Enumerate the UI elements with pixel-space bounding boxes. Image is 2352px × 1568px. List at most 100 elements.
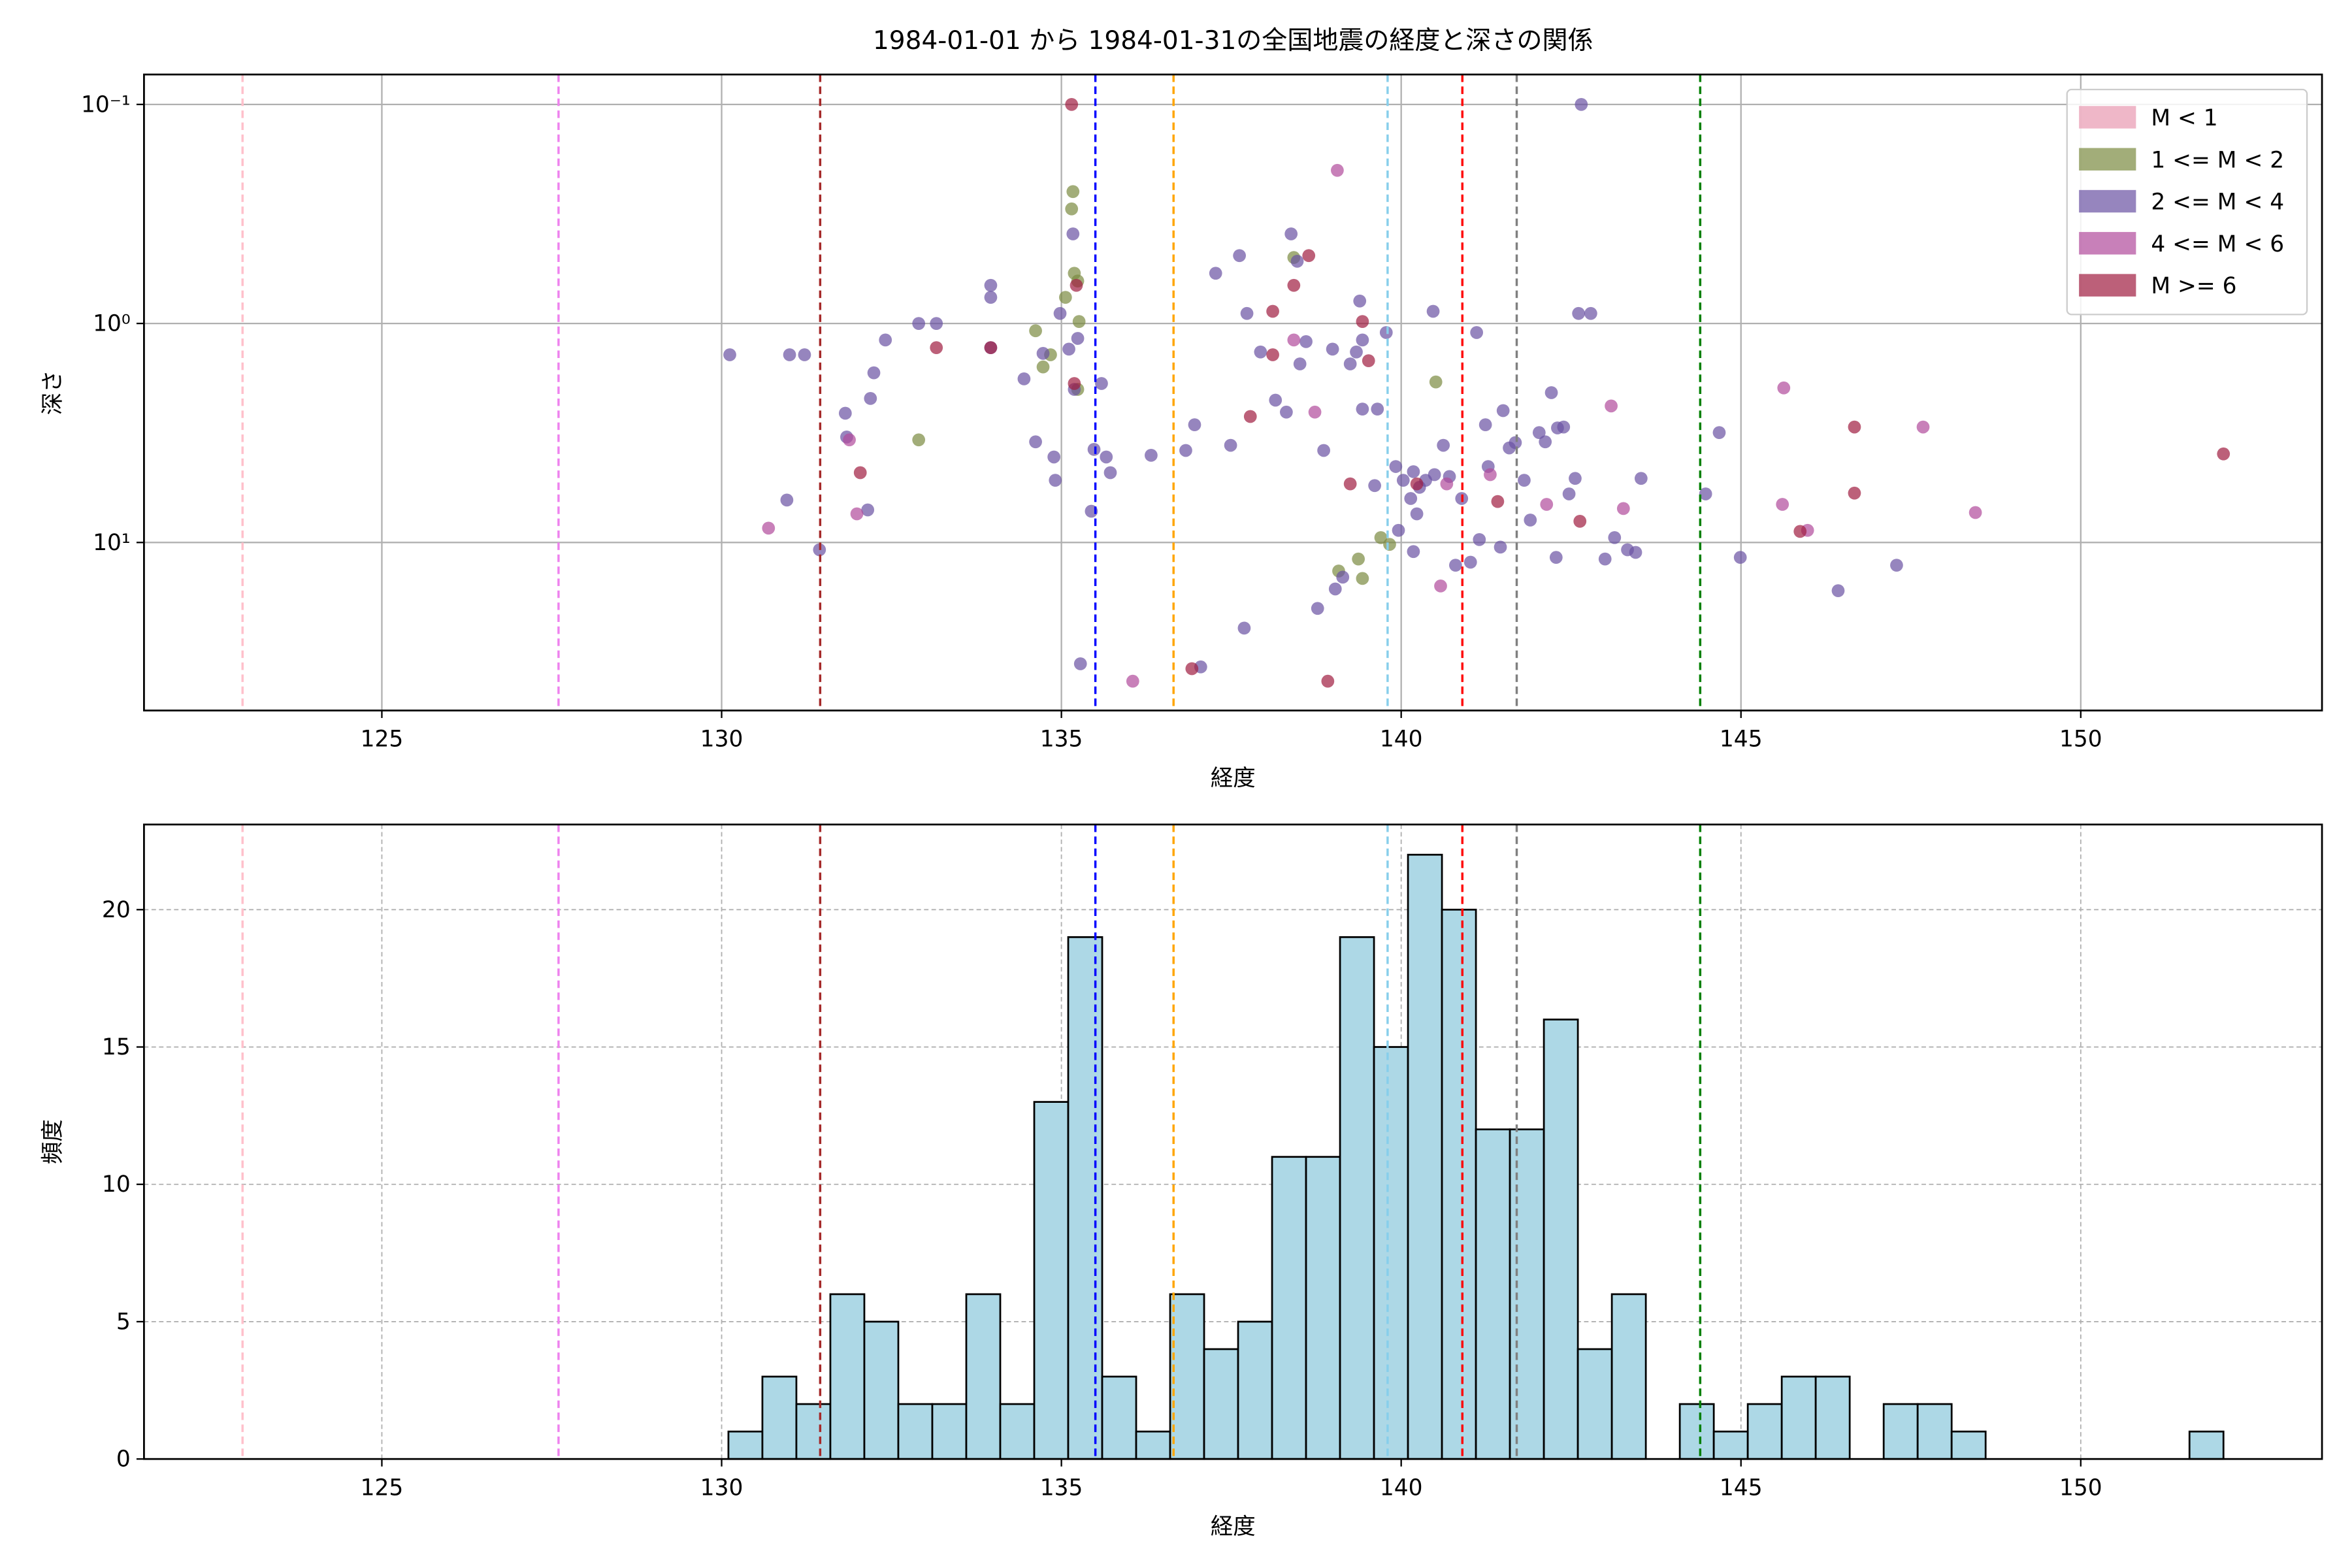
scatter-point: [2217, 447, 2230, 461]
y-tick-label: 10⁰: [93, 311, 131, 337]
x-tick-label: 125: [361, 727, 404, 753]
scatter-point: [1776, 498, 1789, 511]
scatter-point: [867, 366, 881, 380]
scatter-point: [1302, 249, 1316, 263]
histogram-bar: [1814, 1375, 1851, 1460]
legend-swatch: [2079, 148, 2136, 171]
scatter-point: [1036, 347, 1050, 360]
scatter-point: [1733, 551, 1747, 564]
scatter-point: [1379, 326, 1393, 339]
scatter-point: [1343, 477, 1357, 491]
scatter-point: [1404, 492, 1418, 505]
scatter-point: [1071, 332, 1085, 345]
scatter-point: [1434, 580, 1447, 593]
scatter-point: [798, 348, 811, 361]
y-tick-label: 10: [102, 1171, 131, 1198]
scatter-point: [1066, 227, 1080, 240]
scatter-point: [1336, 570, 1350, 584]
scatter-point: [1240, 306, 1254, 320]
histogram-bar: [1407, 853, 1443, 1460]
histogram-bar: [727, 1430, 764, 1460]
scatter-point: [1428, 468, 1441, 482]
scatter-point: [853, 466, 867, 480]
histogram-bar: [863, 1320, 900, 1460]
scatter-point: [1429, 375, 1443, 389]
x-tick-label: 150: [2059, 1475, 2102, 1501]
scatter-point: [1326, 342, 1339, 356]
scatter-point: [1848, 420, 1861, 434]
scatter-point: [1293, 357, 1307, 370]
histogram-bar: [897, 1403, 934, 1460]
scatter-point: [1070, 278, 1083, 292]
histogram-bar: [999, 1403, 1036, 1460]
scatter-point: [838, 406, 852, 420]
y-tick-label: 20: [102, 897, 131, 923]
legend-label: M >= 6: [2151, 273, 2236, 299]
scatter-point: [1491, 495, 1505, 508]
scatter-point: [1524, 514, 1537, 527]
scatter-point: [1518, 474, 1531, 487]
scatter-point: [1287, 278, 1301, 292]
scatter-point: [1356, 402, 1369, 416]
histogram-bar: [1033, 1101, 1070, 1460]
scatter-point: [1087, 443, 1101, 456]
scatter-point: [1470, 326, 1484, 339]
scatter-point: [1280, 405, 1293, 419]
scatter-point: [1440, 477, 1454, 491]
scatter-point: [843, 433, 856, 447]
scatter-point: [1356, 315, 1369, 329]
scatter-point: [1072, 315, 1086, 329]
x-axis-label: 経度: [1211, 765, 1256, 791]
scatter-point: [1540, 498, 1554, 511]
scatter-point: [1712, 426, 1726, 440]
scatter-point: [984, 341, 998, 355]
chart-title: 1984-01-01 から 1984-01-31の全国地震の経度と深さの関係: [873, 26, 1593, 56]
scatter-point: [1017, 372, 1031, 385]
scatter-point: [930, 317, 943, 330]
scatter-point: [1126, 674, 1139, 688]
scatter-point: [861, 503, 875, 517]
scatter-point: [1494, 540, 1507, 554]
scatter-point: [1053, 306, 1067, 320]
legend-label: M < 1: [2151, 105, 2217, 131]
scatter-point: [1396, 474, 1410, 487]
x-tick-label: 140: [1380, 727, 1423, 753]
scatter-point: [1389, 460, 1403, 473]
scatter-point: [1065, 97, 1079, 111]
histogram-bar: [931, 1403, 968, 1460]
scatter-point: [1573, 514, 1587, 528]
scatter-point: [1509, 436, 1522, 449]
histogram-bar: [761, 1375, 798, 1460]
scatter-point: [1368, 479, 1381, 493]
scatter-point: [1029, 324, 1042, 338]
legend-label: 2 <= M < 4: [2151, 189, 2284, 216]
histogram-bar: [829, 1293, 866, 1460]
scatter-point: [1317, 444, 1330, 457]
scatter-point: [1549, 551, 1563, 564]
legend-frame: [2066, 88, 2308, 316]
y-tick-label: 10⁻¹: [81, 91, 131, 118]
scatter-point: [1353, 294, 1367, 308]
y-axis-label: 深さ: [40, 370, 66, 415]
scatter-point: [1243, 410, 1257, 423]
scatter-point: [1544, 386, 1558, 399]
scatter-point: [783, 348, 796, 361]
scatter-point: [1699, 487, 1712, 500]
scatter-point: [1532, 426, 1546, 440]
x-tick-label: 135: [1040, 1475, 1083, 1501]
scatter-point: [1407, 545, 1420, 559]
histogram-bar: [1339, 936, 1375, 1460]
histogram-bar: [965, 1293, 1002, 1460]
histogram-bar: [1475, 1128, 1511, 1460]
scatter-point: [1290, 255, 1304, 268]
histogram-bar: [1712, 1430, 1749, 1460]
histogram-bar: [1305, 1156, 1341, 1460]
histogram-bar: [1271, 1156, 1307, 1460]
histogram-bar: [1950, 1430, 1987, 1460]
scatter-point: [930, 341, 943, 355]
scatter-point: [1621, 543, 1634, 557]
x-axis-label: 経度: [1211, 1514, 1256, 1540]
histogram-bar: [2188, 1430, 2225, 1460]
histogram-bar: [1101, 1375, 1137, 1460]
